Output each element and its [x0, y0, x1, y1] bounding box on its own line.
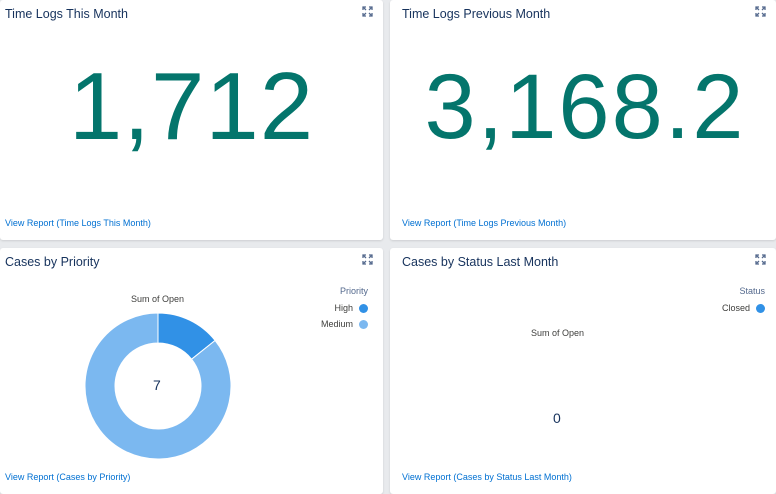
legend-label: Closed — [721, 303, 750, 313]
expand-icon[interactable] — [362, 6, 373, 17]
metric-value: 3,168.2 — [424, 56, 746, 158]
expand-icon[interactable] — [755, 254, 766, 265]
cases-by-priority-card: Cases by Priority Sum of Open 7 Priority… — [0, 248, 383, 494]
donut-total: 7 — [153, 377, 161, 393]
legend-label: Medium — [320, 319, 353, 329]
chart-total: 0 — [553, 410, 561, 426]
view-report-link[interactable]: View Report (Time Logs This Month) — [5, 218, 151, 228]
legend-dot — [756, 303, 765, 313]
legend-title: Status — [739, 286, 765, 296]
card-title: Cases by Priority — [5, 255, 100, 269]
time-logs-this-month-card: Time Logs This Month 1,712 View Report (… — [0, 0, 383, 240]
card-title: Cases by Status Last Month — [402, 255, 559, 269]
donut-slice-medium[interactable] — [84, 312, 232, 460]
legend-label: High — [334, 303, 353, 313]
metric-value: 1,712 — [68, 53, 315, 160]
time-logs-previous-month-card: Time Logs Previous Month 3,168.2 View Re… — [390, 0, 776, 240]
chart-title: Sum of Open — [531, 328, 585, 338]
card-title: Time Logs This Month — [5, 7, 128, 21]
cases-by-status-card: Cases by Status Last Month Sum of Open 0… — [390, 248, 776, 494]
view-report-link[interactable]: View Report (Time Logs Previous Month) — [402, 218, 567, 228]
expand-icon[interactable] — [755, 6, 766, 17]
expand-icon[interactable] — [362, 254, 373, 265]
legend-item-high[interactable]: High — [334, 303, 368, 313]
legend-item-closed[interactable]: Closed — [722, 303, 765, 313]
legend-item-medium[interactable]: Medium — [321, 319, 368, 329]
legend-dot — [359, 303, 368, 313]
legend-dot — [359, 319, 368, 329]
donut-chart — [84, 312, 232, 460]
legend-title: Priority — [339, 286, 368, 296]
card-title: Time Logs Previous Month — [402, 7, 551, 21]
view-report-link[interactable]: View Report (Cases by Priority) — [5, 472, 131, 482]
chart-title: Sum of Open — [131, 294, 185, 304]
view-report-link[interactable]: View Report (Cases by Status Last Month) — [402, 472, 572, 482]
